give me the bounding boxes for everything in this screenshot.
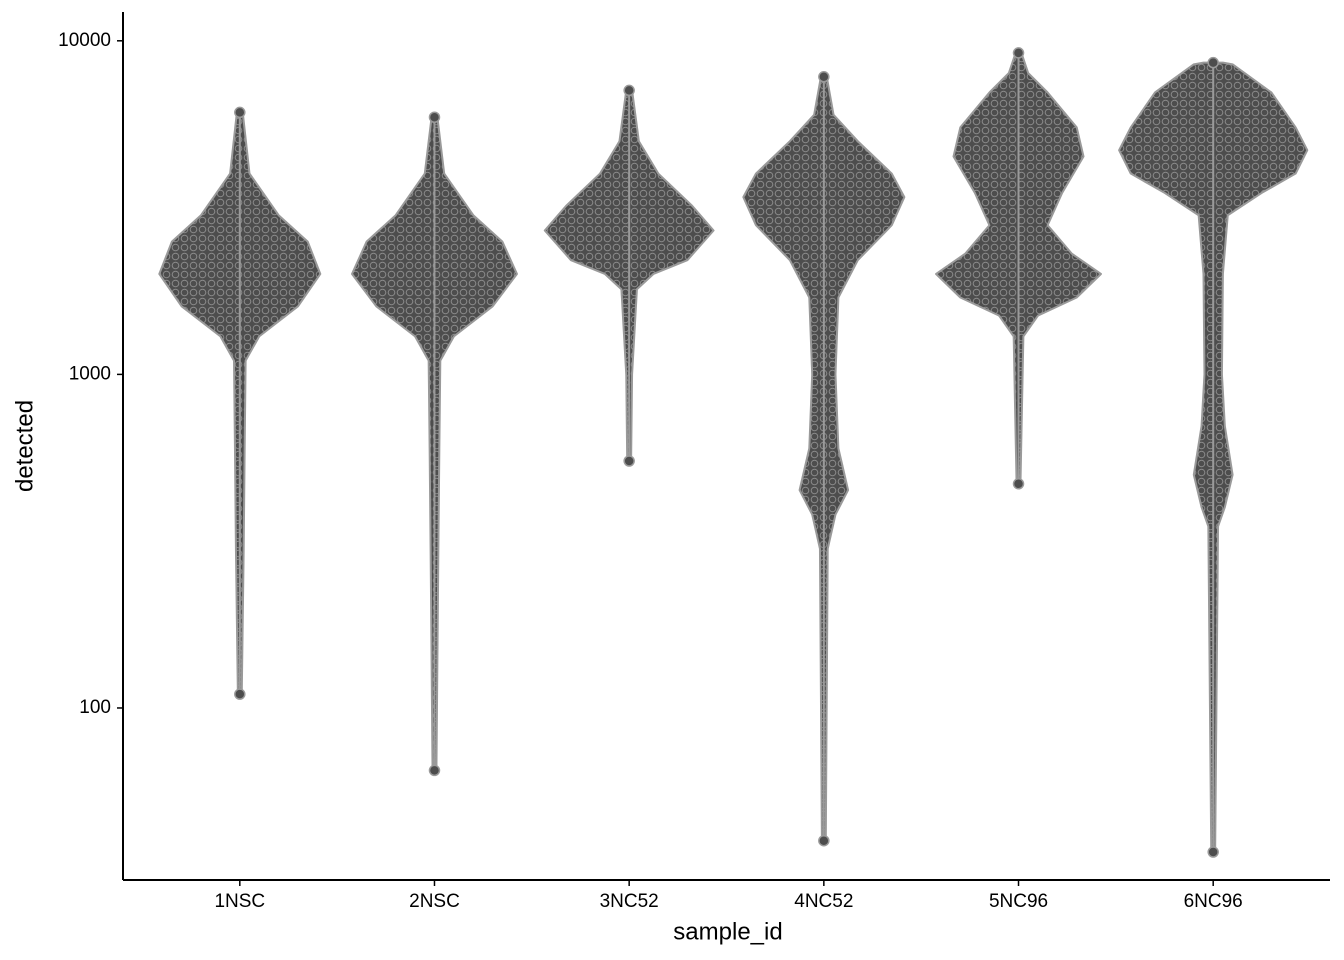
x-axis-title: sample_id	[673, 918, 782, 945]
extreme-point	[428, 764, 441, 777]
x-tick-label: 4NC52	[794, 891, 853, 912]
extreme-point	[623, 84, 635, 97]
extreme-point	[818, 834, 830, 847]
extreme-point	[234, 106, 246, 119]
y-axis-title: detected	[11, 400, 38, 492]
y-tick-label: 1000	[69, 363, 111, 384]
extreme-point	[428, 111, 441, 123]
extreme-point	[234, 688, 246, 700]
extreme-point	[623, 455, 635, 467]
x-tick-label: 2NSC	[409, 891, 460, 912]
extreme-point	[1207, 846, 1219, 858]
x-tick-label: 3NC52	[600, 891, 659, 912]
x-tick-label: 5NC96	[989, 891, 1048, 912]
extreme-point	[1012, 47, 1025, 59]
x-tick-label: 6NC96	[1184, 891, 1243, 912]
extreme-point	[818, 71, 830, 83]
extreme-point	[1207, 56, 1219, 69]
x-tick-label: 1NSC	[214, 891, 265, 912]
extreme-point	[1012, 478, 1025, 490]
y-tick-label: 100	[79, 697, 111, 718]
y-tick-label: 10000	[58, 30, 111, 51]
